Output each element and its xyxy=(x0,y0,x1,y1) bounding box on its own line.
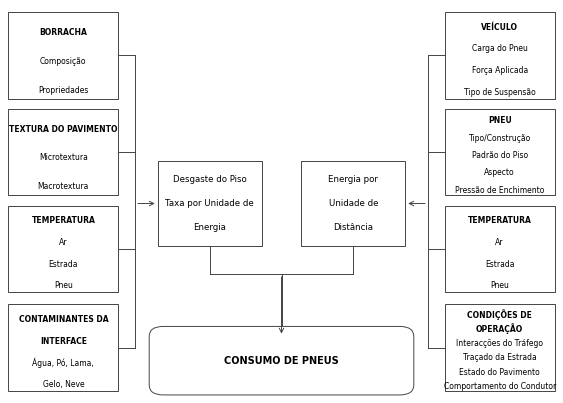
FancyBboxPatch shape xyxy=(445,206,555,292)
Text: Estrada: Estrada xyxy=(48,260,78,268)
FancyBboxPatch shape xyxy=(445,12,555,99)
Text: Pneu: Pneu xyxy=(490,281,509,290)
Text: Composição: Composição xyxy=(40,57,87,66)
Text: BORRACHA: BORRACHA xyxy=(39,28,87,37)
FancyBboxPatch shape xyxy=(445,304,555,391)
Text: TEMPERATURA: TEMPERATURA xyxy=(32,216,95,225)
Text: TEMPERATURA: TEMPERATURA xyxy=(468,216,531,225)
Text: Macrotextura: Macrotextura xyxy=(38,182,89,191)
Text: PNEU: PNEU xyxy=(488,116,512,125)
Text: Interacções do Tráfego: Interacções do Tráfego xyxy=(456,339,543,348)
FancyBboxPatch shape xyxy=(8,304,118,391)
Text: Tipo de Suspensão: Tipo de Suspensão xyxy=(464,88,535,97)
Text: Carga do Pneu: Carga do Pneu xyxy=(472,44,528,54)
Text: Microtextura: Microtextura xyxy=(39,154,88,162)
Text: Taxa por Unidade de: Taxa por Unidade de xyxy=(166,199,254,208)
FancyBboxPatch shape xyxy=(8,12,118,99)
Text: Tipo/Construção: Tipo/Construção xyxy=(468,134,531,143)
Text: Padrão do Piso: Padrão do Piso xyxy=(472,151,528,160)
Text: Traçado da Estrada: Traçado da Estrada xyxy=(463,353,537,362)
FancyBboxPatch shape xyxy=(445,109,555,195)
Text: CONSUMO DE PNEUS: CONSUMO DE PNEUS xyxy=(224,356,339,366)
Text: Gelo, Neve: Gelo, Neve xyxy=(43,380,84,389)
Text: Estrada: Estrada xyxy=(485,260,515,268)
Text: CONTAMINANTES DA: CONTAMINANTES DA xyxy=(19,315,108,324)
Text: Ar: Ar xyxy=(59,238,68,247)
Text: Força Aplicada: Força Aplicada xyxy=(472,66,528,75)
Text: Energia: Energia xyxy=(193,223,226,232)
Text: Comportamento do Condutor: Comportamento do Condutor xyxy=(444,382,556,391)
Text: Pressão de Enchimento: Pressão de Enchimento xyxy=(455,186,544,195)
Text: Estado do Pavimento: Estado do Pavimento xyxy=(459,368,540,377)
Text: CONDIÇÕES DE: CONDIÇÕES DE xyxy=(467,309,532,320)
Text: Aspecto: Aspecto xyxy=(484,168,515,177)
FancyBboxPatch shape xyxy=(8,109,118,195)
Text: INTERFACE: INTERFACE xyxy=(40,337,87,346)
Text: Pneu: Pneu xyxy=(54,281,73,290)
FancyBboxPatch shape xyxy=(301,161,405,246)
Text: Ar: Ar xyxy=(495,238,504,247)
Text: OPERAÇÃO: OPERAÇÃO xyxy=(476,323,523,334)
Text: Energia por: Energia por xyxy=(328,175,378,184)
Text: TEXTURA DO PAVIMENTO: TEXTURA DO PAVIMENTO xyxy=(9,125,118,133)
Text: Água, Pó, Lama,: Água, Pó, Lama, xyxy=(33,357,94,368)
Text: Propriedades: Propriedades xyxy=(38,85,88,95)
Text: Unidade de: Unidade de xyxy=(329,199,378,208)
FancyBboxPatch shape xyxy=(158,161,262,246)
Text: Desgaste do Piso: Desgaste do Piso xyxy=(173,175,247,184)
Text: VEÍCULO: VEÍCULO xyxy=(481,23,518,32)
Text: Distância: Distância xyxy=(333,223,373,232)
FancyBboxPatch shape xyxy=(8,206,118,292)
FancyBboxPatch shape xyxy=(149,326,414,395)
